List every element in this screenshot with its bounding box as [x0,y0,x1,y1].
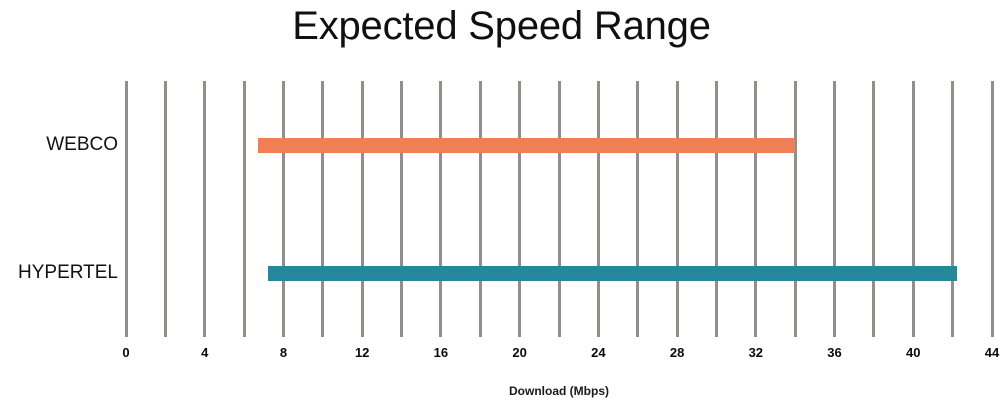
x-axis-title: Download (Mbps) [509,384,609,398]
gridline [203,81,207,337]
x-tick-label: 8 [279,345,288,360]
gridline [478,81,482,337]
x-tick-label: 36 [827,345,842,360]
category-axis: WEBCO HYPERTEL [0,81,118,337]
gridline [124,81,128,337]
range-bar-webco[interactable] [257,137,796,153]
gridline [833,81,837,337]
gridline [242,81,246,337]
x-tick-label: 44 [984,345,1000,360]
range-bar-hypertel[interactable] [267,265,957,281]
gridline [951,81,955,337]
x-tick-label: 16 [433,345,449,360]
category-label-hypertel: HYPERTEL [18,262,118,283]
gridline [518,81,522,337]
gridline [675,81,679,337]
gridline [990,81,994,337]
x-tick-label: 0 [122,345,130,360]
x-axis-tick-labels: 0 4 8 12 16 20 24 28 32 36 40 44 [0,345,1003,365]
gridline [636,81,640,337]
x-tick-label: 24 [591,345,606,360]
gridline [754,81,758,337]
x-tick-label: 40 [906,345,921,360]
gridline [596,81,600,337]
x-tick-label: 32 [748,345,764,360]
gridline [911,81,915,337]
gridline [714,81,718,337]
gridline [557,81,561,337]
gridline [321,81,325,337]
x-tick-label: 28 [669,345,685,360]
category-label-webco: WEBCO [46,134,118,155]
x-tick-label: 20 [512,345,527,360]
gridline [281,81,285,337]
plot-area [124,81,994,337]
chart-title: Expected Speed Range [292,4,711,48]
gridline [360,81,364,337]
x-tick-label: 12 [354,345,370,360]
x-tick-label: 4 [201,345,209,360]
gridline [400,81,404,337]
gridline [793,81,797,337]
gridline [872,81,876,337]
gridline [439,81,443,337]
gridline [163,81,167,337]
